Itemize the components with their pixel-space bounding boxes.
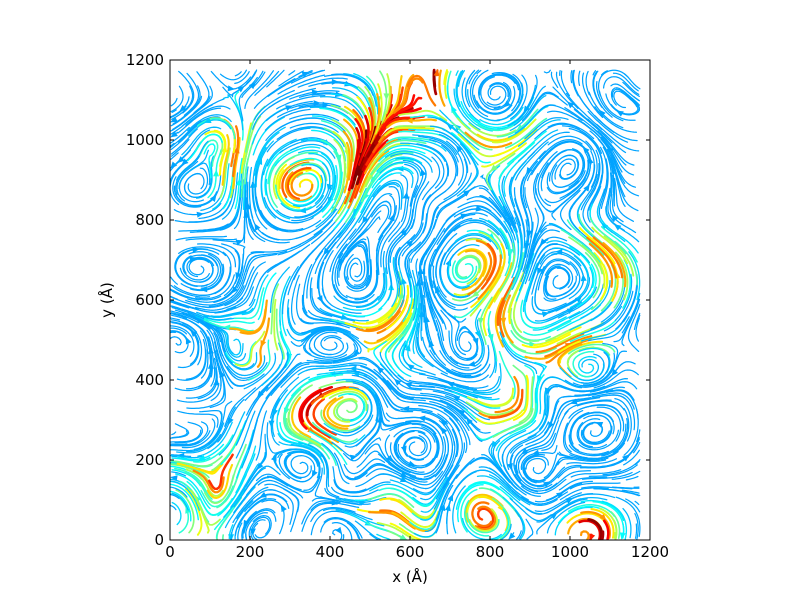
streamline xyxy=(480,75,516,95)
flow-arrow xyxy=(396,166,403,172)
streamline xyxy=(350,261,365,281)
flow-arrow xyxy=(426,339,434,348)
y-axis-label: y (Å) xyxy=(97,282,116,318)
flow-arrow xyxy=(228,85,236,92)
streamline xyxy=(579,71,580,85)
streamline xyxy=(456,256,481,275)
streamline xyxy=(615,169,638,211)
streamline xyxy=(188,168,207,194)
x-axis-label: x (Å) xyxy=(392,567,428,586)
streamline xyxy=(343,535,344,540)
streamline xyxy=(456,71,458,75)
flow-arrow xyxy=(278,503,287,512)
streamline xyxy=(172,503,181,525)
streamline xyxy=(291,456,308,474)
streamline xyxy=(561,71,569,96)
streamline xyxy=(456,260,473,279)
streamline xyxy=(526,459,546,474)
streamline xyxy=(170,331,188,353)
y-tick-label: 200 xyxy=(135,451,164,469)
streamline xyxy=(186,239,236,240)
y-tick-label: 1000 xyxy=(126,131,164,149)
streamline xyxy=(170,337,181,345)
streamline xyxy=(635,501,639,504)
x-tick-label: 1200 xyxy=(631,543,669,561)
streamline xyxy=(638,304,640,309)
streamline xyxy=(262,500,284,533)
streamline xyxy=(251,245,300,253)
streamline xyxy=(526,519,533,539)
streamline xyxy=(487,86,506,105)
streamline xyxy=(447,255,469,289)
streamline xyxy=(538,163,550,206)
streamline xyxy=(170,505,176,509)
streamline xyxy=(544,70,550,73)
streamline xyxy=(262,343,283,385)
streamline xyxy=(171,99,177,106)
streamline xyxy=(311,511,348,534)
streamline xyxy=(312,289,344,319)
streamline xyxy=(171,277,178,284)
streamline xyxy=(347,258,362,279)
streamline xyxy=(579,360,599,377)
flow-arrow xyxy=(268,421,274,428)
y-tick-label: 0 xyxy=(154,531,164,549)
streamline xyxy=(347,465,392,479)
streamline xyxy=(189,259,209,274)
flow-arrow xyxy=(213,169,219,176)
streamline xyxy=(289,71,295,75)
x-tick-label: 400 xyxy=(316,543,345,561)
streamline xyxy=(602,532,603,539)
y-tick-label: 400 xyxy=(135,371,164,389)
streamline xyxy=(221,70,247,80)
flow-arrow xyxy=(223,324,230,330)
streamline xyxy=(334,285,374,302)
x-tick-label: 200 xyxy=(236,543,265,561)
streamline xyxy=(172,432,176,435)
streamline xyxy=(253,516,271,538)
streamline xyxy=(380,409,411,430)
streamline xyxy=(376,235,382,284)
x-tick-label: 600 xyxy=(396,543,425,561)
y-tick-label: 1200 xyxy=(126,51,164,69)
flow-arrow xyxy=(168,162,177,171)
streamline xyxy=(235,72,241,76)
streamline xyxy=(439,71,444,106)
streamline xyxy=(382,388,423,410)
streamline xyxy=(636,524,637,538)
streamline xyxy=(322,251,333,299)
y-tick-label: 800 xyxy=(135,211,164,229)
x-tick-label: 1000 xyxy=(551,543,589,561)
y-tick-label: 600 xyxy=(135,291,164,309)
streamline xyxy=(322,337,344,354)
streamline xyxy=(408,325,422,367)
x-tick-label: 0 xyxy=(165,543,175,561)
streamline xyxy=(579,357,596,373)
streamline xyxy=(586,72,589,95)
streamline xyxy=(626,499,640,512)
streamline xyxy=(292,173,313,196)
streamlines xyxy=(168,68,640,543)
streamline xyxy=(615,533,616,538)
streamline xyxy=(288,251,313,294)
streamline xyxy=(602,71,608,75)
streamline xyxy=(280,320,291,367)
streamline xyxy=(581,531,589,539)
streamline xyxy=(571,71,572,83)
flow-arrow xyxy=(332,79,339,85)
streamline xyxy=(457,377,499,391)
x-tick-label: 800 xyxy=(476,543,505,561)
